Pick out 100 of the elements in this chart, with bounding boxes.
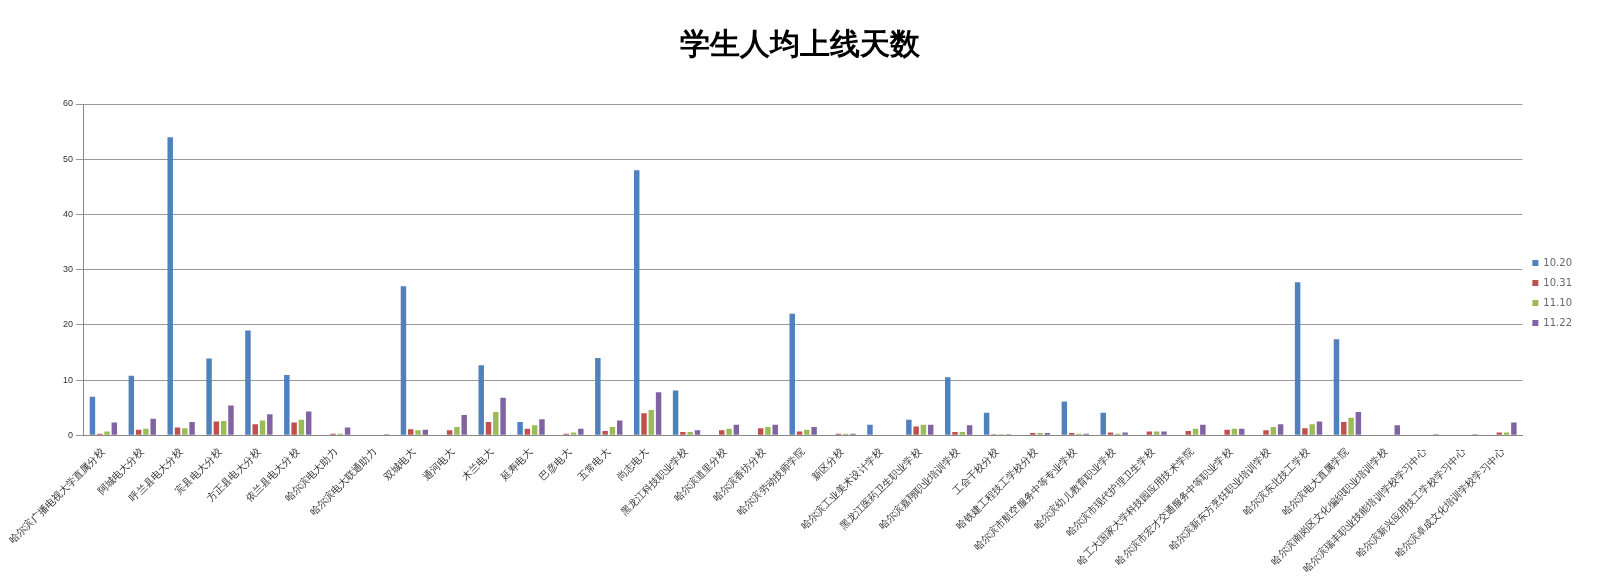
bar: [478, 365, 484, 435]
bar: [485, 422, 492, 435]
legend-label: 10.20: [1543, 256, 1573, 268]
bar: [461, 414, 467, 435]
bar: [811, 427, 817, 435]
bar: [867, 424, 873, 435]
bar: [1309, 424, 1315, 435]
bar: [906, 419, 912, 435]
bar: [252, 424, 258, 435]
y-tick-label: 60: [62, 98, 73, 109]
bar: [966, 425, 973, 435]
bar: [206, 358, 212, 435]
y-tick-label: 50: [62, 153, 73, 164]
x-tick-label: 巴彦电大: [537, 446, 574, 483]
bar: [1348, 417, 1354, 435]
bar: [1270, 427, 1277, 435]
bar: [983, 412, 990, 435]
y-tick-label: 20: [62, 319, 73, 330]
bar: [927, 424, 934, 435]
bar: [500, 397, 506, 435]
bar: [1333, 339, 1340, 435]
bar: [672, 390, 679, 435]
bar: [189, 422, 195, 435]
bar: [789, 313, 795, 435]
x-tick-label: 五常电大: [575, 446, 613, 483]
bar: [1192, 428, 1199, 435]
bar: [641, 413, 647, 435]
bar: [945, 377, 951, 435]
bar: [1122, 432, 1128, 435]
y-tick-label: 10: [62, 374, 73, 385]
y-tick-label: 0: [67, 429, 73, 440]
bar: [633, 170, 640, 435]
bar: [531, 425, 538, 435]
x-tick-label: 木兰电大: [459, 446, 496, 483]
bar: [719, 430, 725, 435]
bar: [616, 420, 623, 435]
bar: [298, 419, 305, 435]
bar: [400, 286, 407, 435]
bar: [726, 428, 732, 435]
bar: [952, 431, 958, 435]
x-tick-label: 双城电大: [381, 446, 418, 483]
y-tick-label: 40: [62, 208, 73, 219]
bar: [1224, 429, 1230, 435]
bar: [454, 427, 460, 435]
bar: [422, 429, 429, 435]
bar: [959, 431, 966, 435]
bar: [1185, 430, 1192, 435]
bar: [796, 431, 803, 435]
bar: [1200, 424, 1206, 435]
bar: [1239, 428, 1245, 435]
bar: [150, 418, 156, 435]
bar: [1511, 422, 1517, 435]
chart-title: 学生人均上线天数: [680, 25, 921, 61]
bar: [111, 422, 118, 435]
legend-label: 11.22: [1543, 316, 1573, 328]
bar: [804, 429, 810, 435]
bar: [1231, 428, 1238, 435]
bar: [128, 375, 135, 435]
bar: [143, 428, 149, 435]
bar: [655, 392, 662, 435]
x-tick-label: 延寿电大: [497, 446, 535, 483]
bar: [305, 411, 312, 435]
bar: [595, 358, 601, 435]
bar: [1161, 431, 1167, 435]
bar: [408, 429, 414, 435]
bar: [220, 420, 227, 435]
bar: [648, 409, 655, 435]
bar: [259, 420, 266, 435]
bar: [284, 375, 290, 435]
bar: [228, 405, 234, 435]
bar: [245, 330, 251, 435]
bar: [182, 428, 188, 435]
bar: [446, 430, 453, 435]
bar: [1146, 431, 1153, 435]
bar: [1341, 422, 1347, 435]
bar: [1355, 412, 1362, 435]
bar: [267, 414, 273, 435]
bar: [1394, 425, 1400, 435]
bar: [680, 431, 686, 435]
bar: [1294, 282, 1301, 435]
bar: [135, 429, 142, 435]
bar: [1277, 424, 1284, 435]
bar: [687, 431, 693, 435]
bar: [291, 422, 297, 435]
bar: [602, 430, 608, 435]
bar: [1263, 430, 1269, 435]
bar: [694, 430, 701, 435]
bar: [757, 428, 764, 435]
bar: [89, 396, 96, 435]
bar: [1153, 431, 1160, 435]
bar: [920, 424, 927, 435]
bar: [609, 427, 616, 435]
legend-label: 11.10: [1543, 296, 1573, 308]
bar: [765, 427, 771, 435]
bar: [524, 428, 531, 435]
bar: [578, 428, 584, 435]
bar: [772, 424, 778, 435]
x-tick-label: 通河电大: [420, 446, 457, 483]
bar: [913, 426, 919, 435]
bar: [167, 137, 173, 435]
